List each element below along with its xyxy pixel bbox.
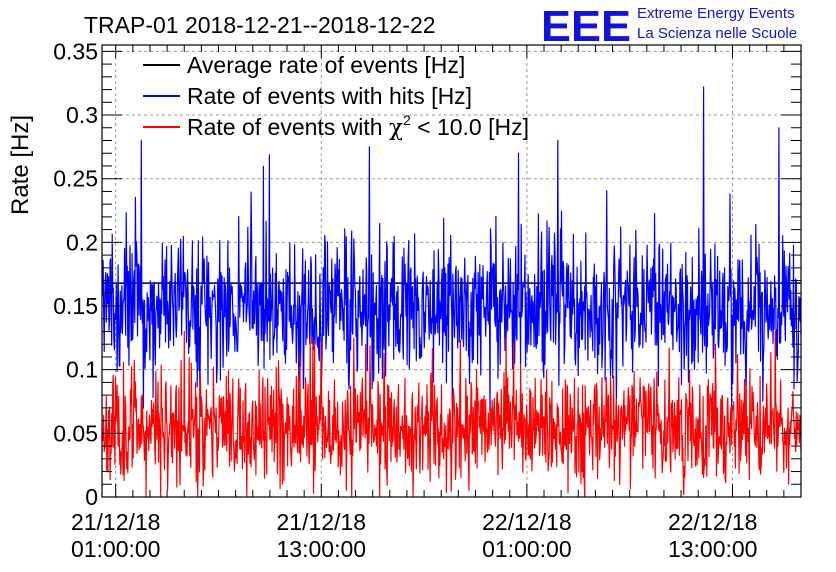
axes — [101, 44, 802, 498]
chart-title: TRAP-01 2018-12-21--2018-12-22 — [84, 12, 436, 38]
x-tick-label-time-1: 13:00:00 — [277, 536, 367, 562]
y-tick-label-5: 0.25 — [53, 166, 98, 192]
series-line-2 — [101, 330, 802, 498]
legend-chi2-prefix: Rate of events with — [187, 114, 389, 140]
plot-frame — [101, 44, 802, 498]
legend-label-chi2: Rate of events with χ2 < 10.0 [Hz] — [187, 112, 529, 141]
x-tick-label-time-0: 01:00:00 — [71, 536, 161, 562]
eee-logo-letters: EEE — [541, 2, 631, 51]
x-tick-label-date-2: 22/12/18 — [482, 509, 572, 535]
y-tick-label-4: 0.2 — [66, 229, 98, 255]
legend: Average rate of events [Hz] Rate of even… — [143, 52, 529, 141]
x-tick-label-date-3: 22/12/18 — [668, 509, 758, 535]
y-tick-label-2: 0.1 — [66, 357, 98, 383]
legend-chi2-suffix: < 10.0 [Hz] — [411, 114, 529, 140]
legend-label-hits: Rate of events with hits [Hz] — [187, 83, 472, 109]
legend-chi2-symbol: χ — [389, 115, 403, 141]
y-axis-label: Rate [Hz] — [7, 115, 34, 215]
y-tick-label-3: 0.15 — [53, 293, 98, 319]
x-tick-label-time-3: 13:00:00 — [668, 536, 758, 562]
y-tick-label-6: 0.3 — [66, 102, 98, 128]
logo-line-1: Extreme Energy Events — [637, 5, 795, 22]
legend-label-average: Average rate of events [Hz] — [187, 52, 465, 78]
series-line-1 — [101, 86, 802, 427]
legend-chi2-superscript: 2 — [403, 112, 411, 128]
logo-line-2: La Scienza nelle Scuole — [637, 25, 797, 42]
x-tick-label-date-0: 21/12/18 — [71, 509, 161, 535]
y-tick-label-7: 0.35 — [53, 38, 98, 64]
series-layer — [101, 86, 802, 498]
x-tick-label-time-2: 01:00:00 — [482, 536, 572, 562]
tick-labels: 00.050.10.150.20.250.30.3521/12/1801:00:… — [53, 38, 757, 562]
y-tick-label-1: 0.05 — [53, 420, 98, 446]
y-tick-label-0: 0 — [85, 484, 98, 510]
eee-logo: EEE Extreme Energy Events La Scienza nel… — [541, 2, 797, 51]
x-tick-label-date-1: 21/12/18 — [277, 509, 367, 535]
